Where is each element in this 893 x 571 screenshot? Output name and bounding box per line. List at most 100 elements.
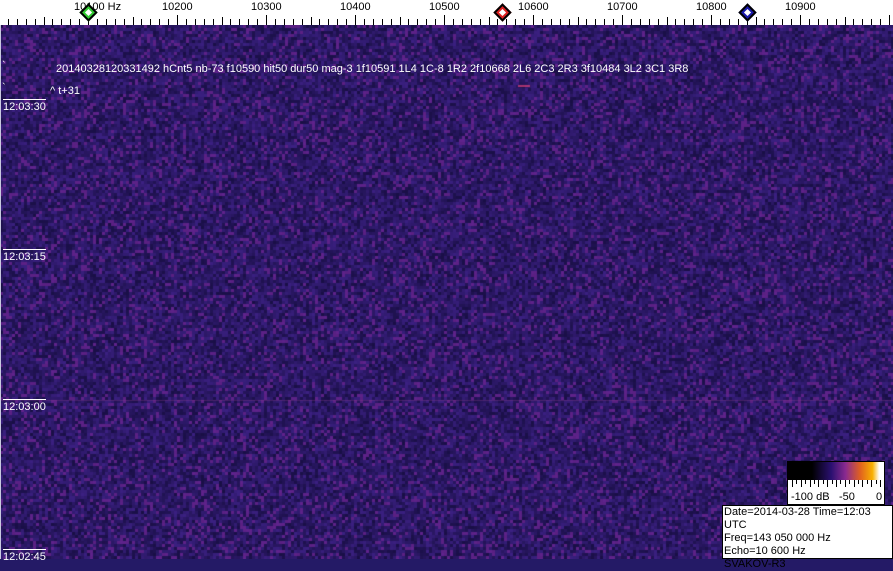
- ruler-tick: [853, 19, 854, 25]
- frequency-ruler[interactable]: 10100 Hz 10200 10300 10400 10500 10600 1…: [0, 0, 893, 25]
- ruler-tick: [845, 17, 846, 25]
- ruler-tick: [284, 19, 285, 25]
- ruler-tick: [311, 17, 312, 25]
- time-label: 12:03:00: [3, 399, 46, 413]
- scale-tick: [844, 480, 846, 487]
- scale-label-min: -100 dB: [791, 491, 830, 503]
- left-edge-line: [0, 25, 1, 559]
- ruler-tick: [204, 19, 205, 25]
- ruler-tick: [400, 17, 401, 25]
- ruler-tick: [800, 15, 801, 25]
- scale-label-max: 0: [876, 491, 883, 503]
- scale-tick: [875, 480, 877, 484]
- ruler-tick: [266, 15, 267, 25]
- color-scale: -100 dB -50 0: [787, 461, 885, 505]
- scale-tick: [840, 480, 842, 484]
- ruler-tick: [506, 19, 507, 25]
- scale-tick: [849, 480, 851, 484]
- detection-annotation: 20140328120331492 hCnt5 nb-73 f10590 hit…: [56, 63, 689, 75]
- ruler-tick: [44, 17, 45, 25]
- ruler-tick: [328, 19, 329, 25]
- ruler-tick: [764, 19, 765, 25]
- ruler-tick: [382, 19, 383, 25]
- ruler-tick: [880, 19, 881, 25]
- ruler-tick: [658, 19, 659, 25]
- ruler-tick: [675, 19, 676, 25]
- ruler-tick: [480, 19, 481, 25]
- freq-label: 10200: [162, 1, 193, 13]
- ruler-tick: [604, 19, 605, 25]
- ruler-tick: [293, 19, 294, 25]
- scale-tick: [814, 480, 815, 484]
- ruler-tick: [818, 19, 819, 25]
- scale-tick: [866, 480, 868, 484]
- ruler-tick: [61, 19, 62, 25]
- scale-tick: [818, 480, 820, 487]
- ruler-tick: [791, 19, 792, 25]
- ruler-tick: [773, 19, 774, 25]
- ruler-tick: [862, 19, 863, 25]
- ruler-tick: [70, 19, 71, 25]
- ruler-tick: [302, 19, 303, 25]
- ruler-tick: [106, 19, 107, 25]
- ruler-tick: [319, 19, 320, 25]
- ruler-tick: [408, 19, 409, 25]
- scale-tick: [831, 480, 833, 484]
- ruler-tick: [115, 19, 116, 25]
- ruler-tick: [622, 15, 623, 25]
- scale-tick: [796, 480, 798, 484]
- waterfall-spectrogram[interactable]: [0, 25, 893, 559]
- ruler-tick: [35, 19, 36, 25]
- ruler-tick: [435, 19, 436, 25]
- ruler-tick: [836, 19, 837, 25]
- annotation-mark: `: [2, 60, 6, 72]
- scale-tick: [862, 480, 864, 487]
- ruler-tick: [195, 19, 196, 25]
- ruler-tick: [640, 19, 641, 25]
- ruler-tick: [631, 19, 632, 25]
- time-label: 12:02:45: [3, 549, 46, 563]
- ruler-tick: [782, 19, 783, 25]
- freq-text: Freq=143 050 000 Hz: [724, 532, 831, 544]
- ruler-tick: [364, 19, 365, 25]
- color-scale-gradient: [788, 462, 884, 480]
- scale-tick: [880, 480, 881, 487]
- blue-marker-icon[interactable]: [737, 3, 757, 22]
- ruler-tick: [533, 15, 534, 25]
- ruler-tick: [168, 19, 169, 25]
- ruler-tick: [542, 19, 543, 25]
- red-marker-icon[interactable]: [493, 3, 512, 22]
- freq-label: 10600: [518, 1, 549, 13]
- ruler-tick: [150, 19, 151, 25]
- freq-label: 10900: [785, 1, 816, 13]
- scale-label-mid: -50: [839, 491, 855, 503]
- ruler-tick: [186, 19, 187, 25]
- ruler-tick: [26, 19, 27, 25]
- ruler-tick: [560, 19, 561, 25]
- ruler-tick: [489, 17, 490, 25]
- freq-label: 10400: [340, 1, 371, 13]
- ruler-tick: [711, 15, 712, 25]
- ruler-tick: [613, 19, 614, 25]
- freq-label: 10500: [429, 1, 460, 13]
- scale-tick: [853, 480, 855, 487]
- scale-tick: [805, 480, 807, 484]
- ruler-tick: [177, 15, 178, 25]
- ruler-tick: [809, 19, 810, 25]
- ruler-tick: [720, 19, 721, 25]
- ruler-tick: [355, 15, 356, 25]
- ruler-tick: [889, 15, 890, 25]
- station-text: SVAKOV-R3: [724, 558, 786, 570]
- ruler-tick: [133, 17, 134, 25]
- ruler-tick: [337, 19, 338, 25]
- ruler-tick: [417, 19, 418, 25]
- ruler-tick: [426, 19, 427, 25]
- ruler-tick: [827, 19, 828, 25]
- ruler-tick: [444, 15, 445, 25]
- annotation-mark: `: [2, 82, 6, 94]
- ruler-tick: [141, 19, 142, 25]
- freq-label: 10700: [607, 1, 638, 13]
- scale-tick: [792, 480, 793, 487]
- ruler-tick: [239, 19, 240, 25]
- ruler-tick: [8, 19, 9, 25]
